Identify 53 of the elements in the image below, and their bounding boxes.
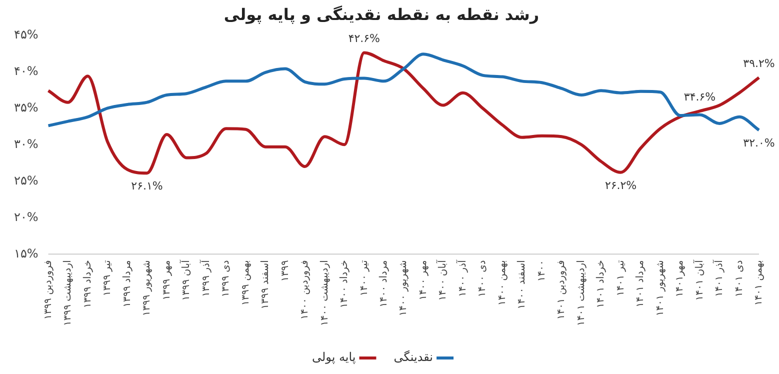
data-label: ۳۲.۰% (743, 136, 775, 150)
x-tick-label: اسفند ۱۳۹۹ (260, 260, 272, 310)
x-tick-label: اسفند ۱۴۰۰ (516, 260, 528, 310)
x-tick-label: آبان ۱۳۹۹ (179, 258, 192, 301)
x-tick-label: اردیبهشت ۱۴۰۱ (576, 260, 587, 326)
data-label: ۴۲.۶% (348, 32, 380, 46)
x-tick-label: شهریور ۱۴۰۰ (398, 260, 410, 316)
legend-label: پایه پولی (312, 350, 356, 364)
x-tick-label: آذر ۱۴۰۱ (712, 258, 726, 297)
x-tick-label: مهر۱۴۰۱ (674, 260, 686, 298)
y-tick-label: ۴۰% (14, 64, 38, 78)
data-label: ۲۶.۲% (604, 178, 637, 192)
y-tick-label: ۴۵% (14, 27, 38, 42)
x-tick-label: خرداد ۱۴۰۰ (339, 260, 350, 308)
x-tick-label: بهمن ۱۴۰۰ (496, 260, 508, 306)
y-tick-label: ۲۵% (14, 173, 38, 188)
x-tick-label: بهمن ۱۴۰۱ (754, 260, 765, 306)
y-tick-label: ۳۵% (14, 100, 38, 114)
data-label: ۲۶.۱% (131, 179, 163, 192)
x-tick-label: شهریور ۱۳۹۹ (142, 260, 153, 316)
x-tick-label: ۱۴۰۰ (536, 260, 548, 282)
x-tick-label: مهر ۱۳۹۹ (161, 260, 172, 300)
x-tick-label: ۱۳۹۹ (280, 260, 291, 282)
x-tick-label: فروردین ۱۴۰۱ (556, 260, 568, 320)
data-label: ۳۴.۶% (684, 90, 716, 104)
legend-label: نقدینگی (394, 350, 434, 364)
y-tick-label: ۳۰% (14, 136, 38, 151)
x-tick-label: اردیبهشت ۱۴۰۰ (319, 260, 330, 326)
x-tick-label: آذر ۱۴۰۰ (455, 258, 468, 297)
x-tick-label: دی ۱۴۰۰ (477, 260, 488, 298)
x-tick-label: مرداد ۱۴۰۱ (635, 260, 646, 308)
x-tick-label: تیر ۱۳۹۹ (102, 260, 114, 296)
x-tick-label: شهریور ۱۴۰۱ (654, 260, 666, 316)
x-tick-label: تیر ۱۴۰۱ (615, 260, 626, 296)
x-tick-label: بهمن ۱۳۹۹ (240, 260, 252, 306)
x-tick-label: مرداد ۱۴۰۰ (378, 260, 390, 308)
x-tick-label: فروردین ۱۴۰۰ (300, 260, 311, 320)
x-tick-label: دی ۱۴۰۱ (734, 260, 745, 298)
x-tick-label: اردیبهشت ۱۳۹۹ (62, 260, 74, 326)
y-tick-label: ۲۰% (14, 210, 38, 224)
x-tick-label: آبان ۱۴۰۱ (692, 258, 706, 301)
x-tick-label: مهر ۱۴۰۰ (418, 260, 429, 300)
x-tick-label: خرداد ۱۳۹۹ (82, 260, 94, 308)
x-tick-label: آبان ۱۴۰۰ (436, 258, 449, 301)
x-tick-label: آذر ۱۳۹۹ (198, 258, 212, 297)
x-tick-label: فروردین ۱۳۹۹ (42, 260, 54, 320)
chart-title: رشد نقطه به نقطه نقدینگی و پایه پولی (224, 4, 540, 24)
x-tick-label: دی ۱۳۹۹ (220, 260, 232, 298)
x-tick-label: مرداد ۱۳۹۹ (122, 260, 133, 308)
x-tick-label: خرداد ۱۴۰۱ (596, 260, 607, 308)
y-tick-label: ۱۵% (14, 246, 38, 260)
data-label: ۳۹.۲% (743, 56, 775, 70)
x-tick-label: تیر ۱۴۰۰ (358, 260, 370, 296)
